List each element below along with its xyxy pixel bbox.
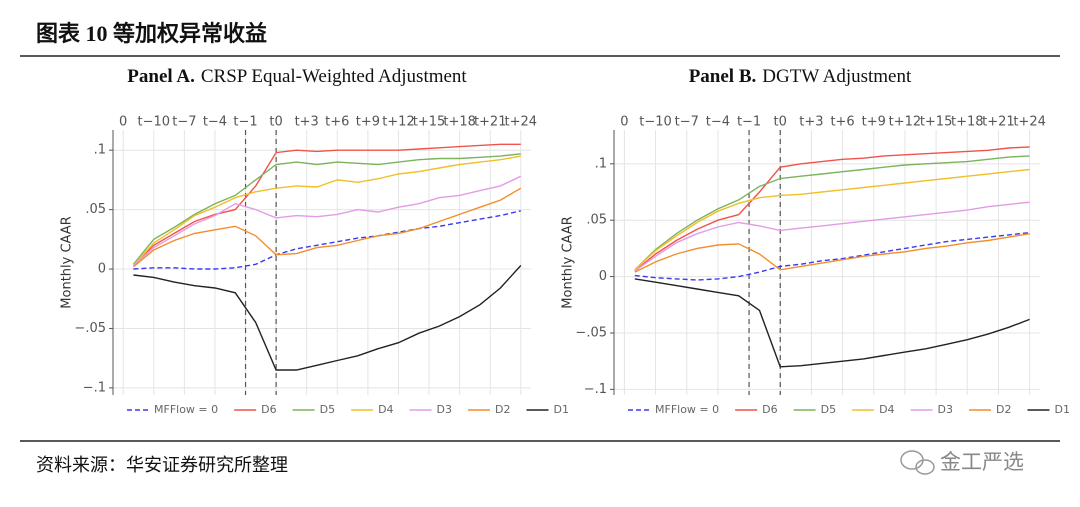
legend-label: D5 (821, 403, 836, 416)
legend-label: D1 (1054, 403, 1069, 416)
x-tick-label: t+9 (862, 115, 886, 130)
legend-label: MFFlow = 0 (655, 403, 719, 416)
x-tick-label: t+18 (443, 115, 476, 130)
series-line (132, 187, 522, 268)
y-tick-label: .1 (94, 143, 106, 158)
legend-label: D2 (996, 403, 1011, 416)
x-tick-label: t+6 (830, 115, 854, 130)
x-tick-label: t+12 (889, 115, 922, 130)
series-line (634, 278, 1030, 368)
x-tick-label: t+3 (799, 115, 823, 130)
x-tick-label: t+18 (951, 115, 984, 130)
series-line (132, 153, 521, 265)
panel: Panel B. DGTW Adjustment 0 t−10 t−7 t−4 t−1 t0 t… (561, 66, 1070, 416)
legend-label: D3 (938, 403, 953, 416)
series-line (634, 146, 1030, 272)
legend-label: D3 (437, 403, 452, 416)
series-line (634, 155, 1030, 271)
legend-label: D5 (320, 403, 335, 416)
panel-title: Panel A. CRSP Equal-Weighted Adjustment (127, 66, 467, 87)
watermark: 金工严选 (940, 450, 1024, 474)
x-tick-label: t+15 (920, 115, 953, 130)
y-tick-label: .1 (595, 156, 607, 171)
legend-label: D6 (762, 403, 777, 416)
panel-label: Panel A. (127, 66, 195, 87)
legend-label: D4 (378, 403, 393, 416)
x-tick-label: t+9 (356, 115, 380, 130)
source: 资料来源：华安证券研究所整理 (36, 455, 288, 475)
x-tick-label: t−4 (203, 115, 227, 130)
panel-title: Panel B. DGTW Adjustment (689, 66, 912, 87)
legend-label: D2 (495, 403, 510, 416)
x-tick-label: t+3 (295, 115, 319, 130)
x-tick-label: t−7 (675, 115, 699, 130)
x-tick-label: t−4 (706, 115, 730, 130)
x-tick-label: t+12 (382, 115, 415, 130)
x-tick-label: t+21 (474, 115, 507, 130)
x-tick-label: t−10 (639, 115, 672, 130)
series-line (634, 168, 1030, 271)
y-tick-label: −.05 (74, 321, 106, 336)
series-line (634, 231, 1030, 281)
series-line (634, 201, 1030, 272)
panel-name: CRSP Equal-Weighted Adjustment (201, 66, 468, 87)
x-tick-label: t−1 (233, 115, 257, 130)
x-tick-label: t−1 (737, 115, 761, 130)
y-tick-label: .05 (586, 213, 607, 228)
legend-label: MFFlow = 0 (154, 403, 218, 416)
x-tick-label: t+6 (325, 115, 349, 130)
legend-label: D6 (261, 403, 276, 416)
legend-label: D4 (879, 403, 894, 416)
series-line (133, 210, 521, 270)
y-tick-label: −.1 (584, 382, 607, 397)
watermark-icon (900, 450, 935, 475)
y-axis-label: Monthly CAAR (561, 216, 576, 308)
x-tick-label: t+21 (982, 115, 1015, 130)
y-tick-label: 0 (98, 262, 106, 277)
figure-title: 图表 10 等加权异常收益 (36, 21, 267, 46)
x-tick-label: 0 (620, 115, 628, 130)
x-tick-label: 0 (119, 115, 127, 130)
y-tick-label: 0 (599, 269, 607, 284)
y-tick-label: .05 (85, 202, 106, 217)
x-tick-label: t+24 (1013, 115, 1046, 130)
series-line (132, 175, 522, 267)
legend-label: D1 (553, 403, 568, 416)
x-tick-label: t0 (269, 115, 282, 130)
panel-name: DGTW Adjustment (762, 66, 912, 87)
panel-label: Panel B. (689, 66, 757, 87)
series-line (634, 233, 1030, 273)
y-tick-label: −.05 (575, 325, 607, 340)
series-line (133, 265, 522, 371)
y-tick-label: −.1 (83, 380, 106, 395)
series-line (132, 155, 521, 266)
x-tick-label: t−7 (172, 115, 196, 130)
y-axis-label: Monthly CAAR (60, 216, 75, 308)
x-tick-label: t+15 (413, 115, 446, 130)
series-line (132, 143, 521, 266)
x-tick-label: t0 (774, 115, 787, 130)
x-tick-label: t−10 (138, 115, 171, 130)
x-tick-label: t+24 (505, 115, 538, 130)
